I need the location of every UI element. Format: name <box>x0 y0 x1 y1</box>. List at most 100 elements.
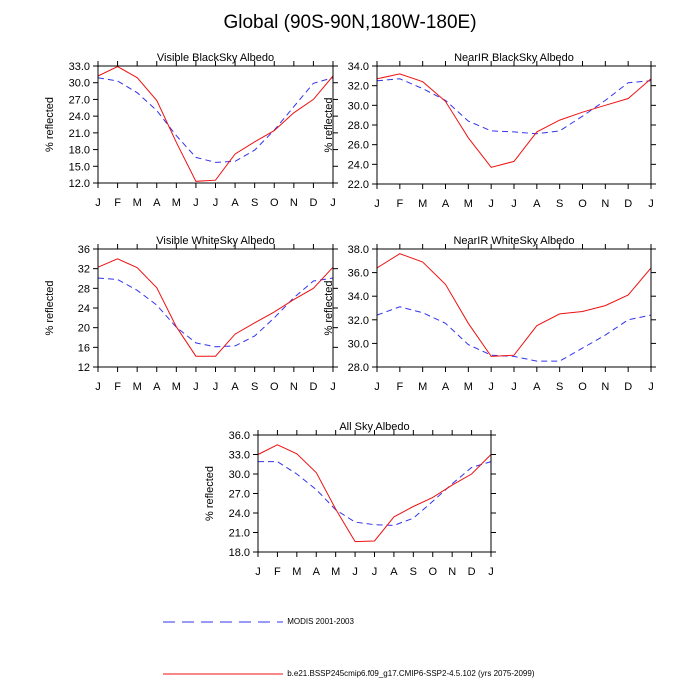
y-tick-label: 28 <box>78 283 90 295</box>
plot-frame <box>257 434 492 553</box>
y-tick-label: 36.0 <box>348 268 369 280</box>
x-tick-label: M <box>418 198 427 210</box>
plot-frame <box>97 65 334 184</box>
y-axis-label: % reflected <box>44 280 56 335</box>
y-tick-label: 36.0 <box>229 430 250 442</box>
y-tick-label: 24.0 <box>69 111 90 123</box>
series-line-model <box>97 258 334 357</box>
x-tick-label: F <box>396 381 403 393</box>
x-tick-label: F <box>114 197 121 209</box>
y-tick-label: 33.0 <box>69 61 90 73</box>
x-tick-label: J <box>193 381 199 393</box>
x-tick-label: N <box>290 197 298 209</box>
y-tick-label: 30.0 <box>348 338 369 350</box>
x-tick-label: M <box>464 381 473 393</box>
y-tick-label: 32.0 <box>348 315 369 327</box>
y-tick-label: 16 <box>78 342 90 354</box>
y-tick-label: 21.0 <box>229 528 250 540</box>
x-tick-label: J <box>488 381 494 393</box>
x-tick-label: A <box>231 381 239 393</box>
chart-panel: NearIR BlackSky Albedo 22.0 24.0 26.0 28.0 30… <box>323 52 656 210</box>
x-tick-label: M <box>418 381 427 393</box>
x-tick-label: A <box>533 198 541 210</box>
x-tick-label: J <box>372 566 378 578</box>
x-tick-label: A <box>390 566 398 578</box>
x-tick-label: A <box>153 381 161 393</box>
x-tick-label: J <box>648 381 654 393</box>
x-tick-label: J <box>95 381 101 393</box>
x-tick-label: J <box>330 197 336 209</box>
y-tick-label: 30.0 <box>69 78 90 90</box>
x-tick-label: M <box>133 197 142 209</box>
y-tick-label: 26.0 <box>348 140 369 152</box>
x-tick-label: J <box>255 566 261 578</box>
x-tick-label: A <box>231 197 239 209</box>
x-tick-label: N <box>290 381 298 393</box>
x-tick-label: M <box>172 197 181 209</box>
x-tick-label: A <box>313 566 321 578</box>
x-tick-label: O <box>578 381 587 393</box>
x-tick-label: S <box>556 381 563 393</box>
x-tick-label: F <box>396 198 403 210</box>
legend-item-modis: MODIS 2001-2003 <box>163 616 354 628</box>
legend-label: b.e21.BSSP245cmip6.f09_g17.CMIP6-SSP2-4.… <box>287 669 535 679</box>
x-tick-label: N <box>448 566 456 578</box>
x-tick-label: A <box>533 381 541 393</box>
y-tick-label: 30.0 <box>229 469 250 481</box>
y-tick-label: 12 <box>78 362 90 374</box>
chart-title: All Sky Albedo <box>339 421 409 433</box>
y-tick-label: 20 <box>78 323 90 335</box>
x-tick-label: S <box>556 198 563 210</box>
chart-title: Visible WhiteSky Albedo <box>156 235 274 247</box>
x-tick-label: A <box>442 198 450 210</box>
x-tick-label: J <box>511 198 517 210</box>
x-tick-label: F <box>274 566 281 578</box>
y-tick-label: 28.0 <box>348 362 369 374</box>
x-tick-label: O <box>428 566 437 578</box>
y-tick-label: 18.0 <box>229 547 250 559</box>
series-line-model <box>376 253 652 357</box>
x-tick-label: A <box>153 197 161 209</box>
x-tick-label: O <box>270 197 279 209</box>
y-tick-label: 18.0 <box>69 145 90 157</box>
legend-swatch-solid <box>163 673 283 675</box>
series-line-model <box>376 73 652 168</box>
x-tick-label: J <box>374 198 380 210</box>
y-tick-label: 28.0 <box>348 120 369 132</box>
y-tick-label: 15.0 <box>69 161 90 173</box>
y-tick-label: 30.0 <box>348 100 369 112</box>
y-tick-label: 36 <box>78 244 90 256</box>
y-tick-label: 24.0 <box>229 508 250 520</box>
series-line-modis <box>376 306 652 362</box>
legend-item-model: b.e21.BSSP245cmip6.f09_g17.CMIP6-SSP2-4.… <box>163 668 535 680</box>
x-tick-label: D <box>309 197 317 209</box>
chart-title: NearIR WhiteSky Albedo <box>453 235 574 247</box>
y-tick-label: 34.0 <box>348 61 369 73</box>
series-line-modis <box>258 461 492 526</box>
y-axis-label: % reflected <box>323 97 335 152</box>
y-tick-label: 27.0 <box>69 94 90 106</box>
x-tick-label: O <box>578 198 587 210</box>
chart-panel: NearIR WhiteSky Albedo 28.0 30.0 32.0 34.0 36… <box>323 235 656 393</box>
x-tick-label: D <box>624 198 632 210</box>
page-title: Global (90S-90N,180W-180E) <box>223 12 477 33</box>
x-tick-label: M <box>331 566 340 578</box>
y-tick-label: 27.0 <box>229 489 250 501</box>
x-tick-label: J <box>488 566 494 578</box>
x-tick-label: J <box>213 197 219 209</box>
y-tick-label: 22.0 <box>348 179 369 191</box>
x-tick-label: S <box>251 381 258 393</box>
x-tick-label: S <box>251 197 258 209</box>
y-axis-label: % reflected <box>204 466 216 521</box>
x-tick-label: D <box>468 566 476 578</box>
x-tick-label: J <box>95 197 101 209</box>
x-tick-label: M <box>133 381 142 393</box>
x-tick-label: J <box>488 198 494 210</box>
x-tick-label: J <box>193 197 199 209</box>
plot-frame <box>376 248 652 368</box>
y-tick-label: 32.0 <box>348 81 369 93</box>
series-line-modis <box>376 78 652 135</box>
y-axis-label: % reflected <box>323 280 335 335</box>
x-tick-label: M <box>292 566 301 578</box>
